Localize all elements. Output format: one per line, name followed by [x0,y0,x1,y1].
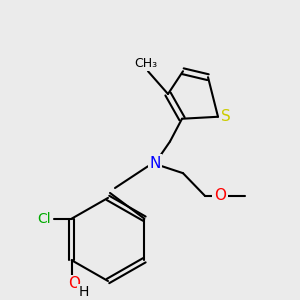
Text: N: N [149,156,161,171]
Text: O: O [214,188,226,203]
Text: O: O [68,277,80,292]
Text: S: S [221,109,231,124]
Text: H: H [78,285,89,299]
Text: CH₃: CH₃ [134,57,158,70]
Text: Cl: Cl [37,212,50,226]
